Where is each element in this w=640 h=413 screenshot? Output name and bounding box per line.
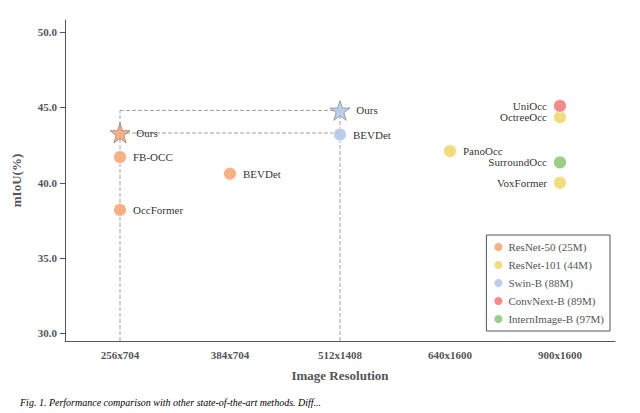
svg-text:50.0: 50.0 bbox=[38, 26, 58, 38]
svg-text:mIoU(%): mIoU(%) bbox=[9, 154, 24, 207]
svg-text:FB-OCC: FB-OCC bbox=[133, 151, 173, 163]
svg-text:30.0: 30.0 bbox=[38, 327, 58, 339]
svg-text:SurroundOcc: SurroundOcc bbox=[488, 156, 547, 168]
svg-text:384x704: 384x704 bbox=[211, 349, 250, 361]
svg-text:OctreeOcc: OctreeOcc bbox=[500, 111, 547, 123]
svg-text:45.0: 45.0 bbox=[38, 101, 58, 113]
svg-text:256x704: 256x704 bbox=[101, 349, 140, 361]
svg-text:Image Resolution: Image Resolution bbox=[291, 368, 389, 383]
svg-text:512x1408: 512x1408 bbox=[318, 349, 363, 361]
svg-text:Ours: Ours bbox=[136, 127, 157, 139]
svg-text:ConvNext-B (89M): ConvNext-B (89M) bbox=[508, 295, 595, 308]
svg-text:UniOcc: UniOcc bbox=[513, 100, 547, 112]
svg-text:VoxFormer: VoxFormer bbox=[497, 177, 547, 189]
svg-text:35.0: 35.0 bbox=[38, 252, 58, 264]
svg-text:900x1600: 900x1600 bbox=[538, 349, 583, 361]
svg-text:Ours: Ours bbox=[356, 104, 377, 116]
svg-text:ResNet-50 (25M): ResNet-50 (25M) bbox=[508, 241, 586, 254]
svg-text:OccFormer: OccFormer bbox=[133, 204, 183, 216]
svg-text:BEVDet: BEVDet bbox=[353, 129, 391, 141]
svg-text:Fig. 1. Performance comparison: Fig. 1. Performance comparison with othe… bbox=[19, 397, 321, 408]
svg-text:640x1600: 640x1600 bbox=[428, 349, 473, 361]
svg-text:40.0: 40.0 bbox=[38, 177, 58, 189]
svg-text:BEVDet: BEVDet bbox=[243, 168, 281, 180]
svg-text:Swin-B (88M): Swin-B (88M) bbox=[508, 277, 573, 290]
svg-text:InternImage-B (97M): InternImage-B (97M) bbox=[508, 313, 604, 326]
svg-text:PanoOcc: PanoOcc bbox=[463, 145, 503, 157]
svg-text:ResNet-101 (44M): ResNet-101 (44M) bbox=[508, 259, 592, 272]
